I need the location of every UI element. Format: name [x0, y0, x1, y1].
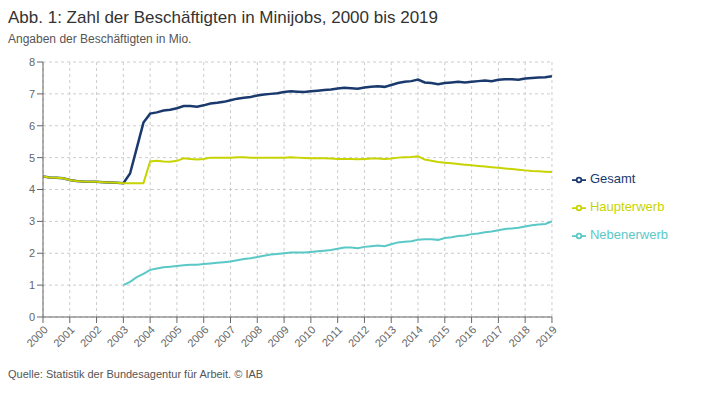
svg-text:8: 8: [29, 56, 35, 68]
svg-text:2004: 2004: [131, 323, 157, 349]
html-text:Gesamt: Gesamt: [590, 171, 636, 186]
svg-text:2001: 2001: [51, 323, 77, 349]
svg-text:2018: 2018: [506, 323, 532, 349]
svg-text:2008: 2008: [238, 323, 264, 349]
svg-text:2002: 2002: [78, 323, 104, 349]
svg-text:2006: 2006: [185, 323, 211, 349]
svg-text:6: 6: [29, 120, 35, 132]
svg-text:7: 7: [29, 88, 35, 100]
html-text:Quelle: Statistik der Bundesag: Quelle: Statistik der Bundesagentur für …: [8, 368, 264, 380]
html-text:Nebenerwerb: Nebenerwerb: [590, 227, 668, 242]
html-text:Haupterwerb: Haupterwerb: [590, 199, 665, 214]
html-text:Angaben der Beschäftigten in M: Angaben der Beschäftigten in Mio.: [8, 32, 192, 46]
svg-text:4: 4: [29, 183, 35, 195]
svg-text:1: 1: [29, 279, 35, 291]
svg-text:2005: 2005: [158, 323, 184, 349]
svg-text:2003: 2003: [104, 323, 130, 349]
svg-text:2009: 2009: [265, 323, 291, 349]
svg-text:0: 0: [29, 311, 35, 323]
svg-text:3: 3: [29, 215, 35, 227]
svg-text:2007: 2007: [212, 323, 238, 349]
svg-text:2017: 2017: [480, 323, 506, 349]
svg-text:2: 2: [29, 247, 35, 259]
svg-text:2010: 2010: [292, 323, 318, 349]
svg-text:2019: 2019: [533, 323, 559, 349]
svg-text:2012: 2012: [346, 323, 372, 349]
svg-text:2016: 2016: [453, 323, 479, 349]
svg-text:2013: 2013: [372, 323, 398, 349]
svg-text:2014: 2014: [399, 323, 425, 349]
svg-text:2000: 2000: [24, 323, 50, 349]
svg-text:2015: 2015: [426, 323, 452, 349]
svg-text:5: 5: [29, 152, 35, 164]
html-text:Abb. 1: Zahl der Beschäftigten: Abb. 1: Zahl der Beschäftigten in Minijo…: [8, 8, 438, 27]
svg-text:2011: 2011: [319, 323, 344, 348]
